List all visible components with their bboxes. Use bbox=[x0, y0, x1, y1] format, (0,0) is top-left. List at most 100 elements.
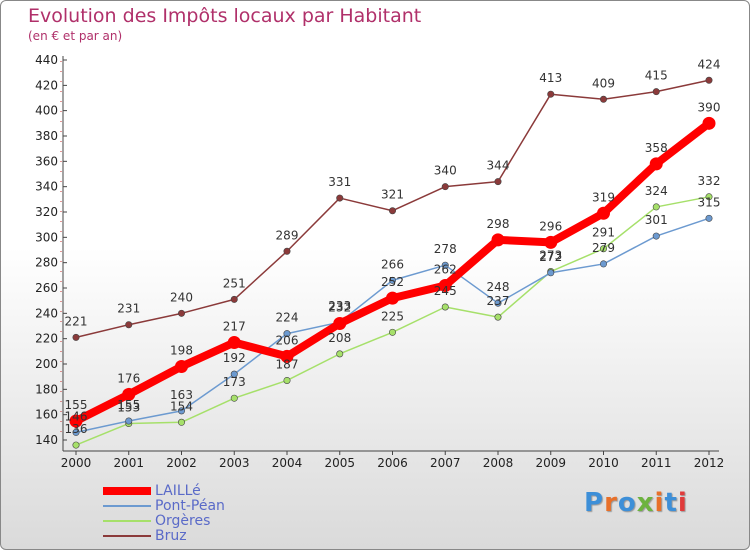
y-axis-ticks: 140 160 180 200 220 240 260 280 300 320 340 360 380 4… bbox=[35, 53, 67, 447]
data-point bbox=[599, 260, 607, 268]
x-tick-label: 2007 bbox=[430, 456, 461, 470]
data-label: 298 bbox=[487, 217, 510, 231]
y-tick-label: 240 bbox=[35, 306, 58, 320]
data-point bbox=[283, 376, 291, 384]
y-tick-label: 360 bbox=[35, 154, 58, 168]
data-label: 252 bbox=[381, 275, 404, 289]
data-point bbox=[230, 295, 238, 303]
logo-letter: t bbox=[664, 488, 678, 518]
data-label: 240 bbox=[170, 290, 193, 304]
data-point bbox=[599, 95, 607, 103]
logo-letter: i bbox=[654, 488, 665, 518]
data-point bbox=[227, 335, 241, 349]
data-point bbox=[705, 76, 713, 84]
data-label: 279 bbox=[592, 241, 615, 255]
y-tick-label: 280 bbox=[35, 256, 58, 270]
data-label: 233 bbox=[328, 299, 351, 313]
data-point bbox=[438, 278, 452, 292]
data-label: 146 bbox=[65, 409, 88, 423]
logo-letter: o bbox=[617, 488, 637, 518]
data-label: 198 bbox=[170, 344, 193, 358]
data-point bbox=[125, 417, 133, 425]
data-point bbox=[599, 245, 607, 253]
data-point bbox=[491, 233, 505, 247]
data-point bbox=[175, 360, 188, 374]
data-label: 278 bbox=[434, 242, 457, 256]
data-label: 324 bbox=[645, 184, 668, 198]
data-label: 332 bbox=[698, 174, 721, 188]
data-point bbox=[544, 235, 558, 249]
data-point bbox=[283, 247, 291, 255]
x-tick-label: 2012 bbox=[694, 456, 725, 470]
data-label: 319 bbox=[592, 190, 615, 204]
x-tick-label: 2006 bbox=[377, 456, 408, 470]
data-point bbox=[652, 88, 660, 96]
legend-swatch bbox=[103, 505, 151, 507]
legend-item: LAILLé bbox=[103, 484, 323, 499]
x-tick-label: 2005 bbox=[324, 456, 355, 470]
data-label: 340 bbox=[434, 164, 457, 178]
x-tick-label: 2010 bbox=[588, 456, 619, 470]
data-label: 217 bbox=[223, 319, 246, 333]
data-point bbox=[230, 370, 238, 378]
x-tick-label: 2003 bbox=[219, 456, 250, 470]
legend-item: Pont-Péan bbox=[103, 499, 323, 514]
data-label: 273 bbox=[539, 249, 562, 263]
data-point bbox=[702, 116, 716, 130]
y-tick-label: 400 bbox=[35, 104, 58, 118]
data-label: 237 bbox=[487, 294, 510, 308]
chart-title: Evolution des Impôts locaux par Habitant bbox=[28, 5, 422, 27]
legend: LAILLé Pont-Péan Orgères Bruz bbox=[103, 484, 323, 544]
data-label: 155 bbox=[65, 398, 88, 412]
legend-item: Bruz bbox=[103, 529, 323, 544]
data-point bbox=[441, 261, 449, 269]
data-point bbox=[125, 321, 133, 329]
data-point bbox=[72, 428, 80, 436]
data-point bbox=[333, 316, 347, 330]
chart-subtitle: (en € et par an) bbox=[28, 29, 123, 43]
y-tick-label: 160 bbox=[35, 408, 58, 422]
data-point bbox=[547, 269, 555, 277]
data-point bbox=[494, 178, 502, 186]
data-label: 251 bbox=[223, 276, 246, 290]
x-tick-label: 2009 bbox=[535, 456, 566, 470]
data-label: 231 bbox=[117, 302, 140, 316]
x-tick-label: 2011 bbox=[641, 456, 672, 470]
legend-label: Orgères bbox=[155, 513, 211, 529]
data-label: 291 bbox=[592, 226, 615, 240]
data-point bbox=[388, 207, 396, 215]
data-point bbox=[336, 350, 344, 358]
data-label: 206 bbox=[276, 333, 299, 347]
data-label: 225 bbox=[381, 309, 404, 323]
y-tick-label: 380 bbox=[35, 129, 58, 143]
data-point bbox=[283, 330, 291, 338]
data-point bbox=[441, 183, 449, 191]
data-point bbox=[178, 418, 186, 426]
x-tick-label: 2004 bbox=[272, 456, 303, 470]
logo-letter: P bbox=[584, 488, 605, 518]
y-tick-label: 180 bbox=[35, 382, 58, 396]
y-tick-label: 140 bbox=[35, 433, 58, 447]
logo-letter: x bbox=[636, 488, 655, 518]
data-point bbox=[336, 194, 344, 202]
x-tick-label: 2001 bbox=[113, 456, 144, 470]
data-label: 409 bbox=[592, 76, 615, 90]
series-points bbox=[69, 76, 716, 449]
data-label: 155 bbox=[117, 398, 140, 412]
data-label: 301 bbox=[645, 213, 668, 227]
data-point bbox=[122, 387, 136, 401]
y-tick-label: 300 bbox=[35, 230, 58, 244]
x-tick-label: 2000 bbox=[61, 456, 92, 470]
logo-letter: i bbox=[677, 488, 688, 518]
data-label: 415 bbox=[645, 69, 668, 83]
legend-item: Orgères bbox=[103, 514, 323, 529]
data-label: 176 bbox=[117, 371, 140, 385]
data-point bbox=[705, 193, 713, 201]
data-label: 208 bbox=[328, 331, 351, 345]
data-label: 136 bbox=[65, 422, 88, 436]
data-label: 262 bbox=[434, 262, 457, 276]
data-label: 224 bbox=[276, 311, 299, 325]
legend-swatch bbox=[103, 487, 151, 495]
